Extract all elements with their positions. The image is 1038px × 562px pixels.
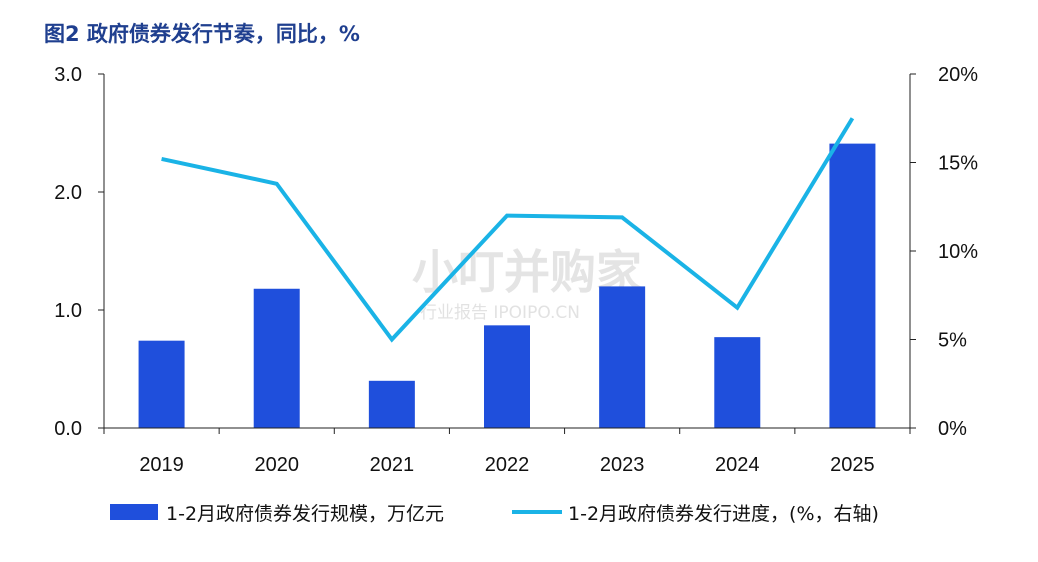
bar [368,380,415,428]
axes: 0.0 1.0 2.0 3.0 0% 5% 10% 15% 20% 2019 2020 2021 202… [54,64,978,476]
left-tick-label: 2.0 [54,182,82,204]
right-tick-label: 5% [938,330,967,352]
x-tick-label: 2023 [600,454,645,476]
legend-line-label: 1-2月政府债券发行进度，(%，右轴) [568,503,879,525]
right-tick-label: 15% [938,153,978,175]
x-tick-label: 2022 [485,454,530,476]
x-tick-label: 2019 [139,454,184,476]
bar [714,337,761,428]
x-tick-label: 2024 [715,454,760,476]
left-tick-label: 0.0 [54,418,82,440]
left-tick-label: 1.0 [54,300,82,322]
line-series [161,117,855,343]
bar [599,286,646,428]
x-tick-label: 2020 [254,454,299,476]
right-tick-label: 10% [938,241,978,263]
legend-bar-swatch [110,504,158,520]
bar-series [138,143,876,428]
right-tick-label: 20% [938,64,978,86]
x-tick-label: 2025 [830,454,875,476]
legend: 1-2月政府债券发行规模，万亿元 1-2月政府债券发行进度，(%，右轴) [110,503,879,525]
legend-bar-label: 1-2月政府债券发行规模，万亿元 [166,503,444,525]
left-tick-label: 3.0 [54,64,82,86]
right-tick-label: 0% [938,418,967,440]
bar [829,143,876,428]
bar [138,340,185,428]
chart-title: 图2 政府债券发行节奏，同比，% [44,22,360,46]
watermark-sub: 行业报告 IPOIPO.CN [420,303,580,323]
bar [484,325,530,428]
x-tick-label: 2021 [370,454,415,476]
bar [253,288,300,428]
